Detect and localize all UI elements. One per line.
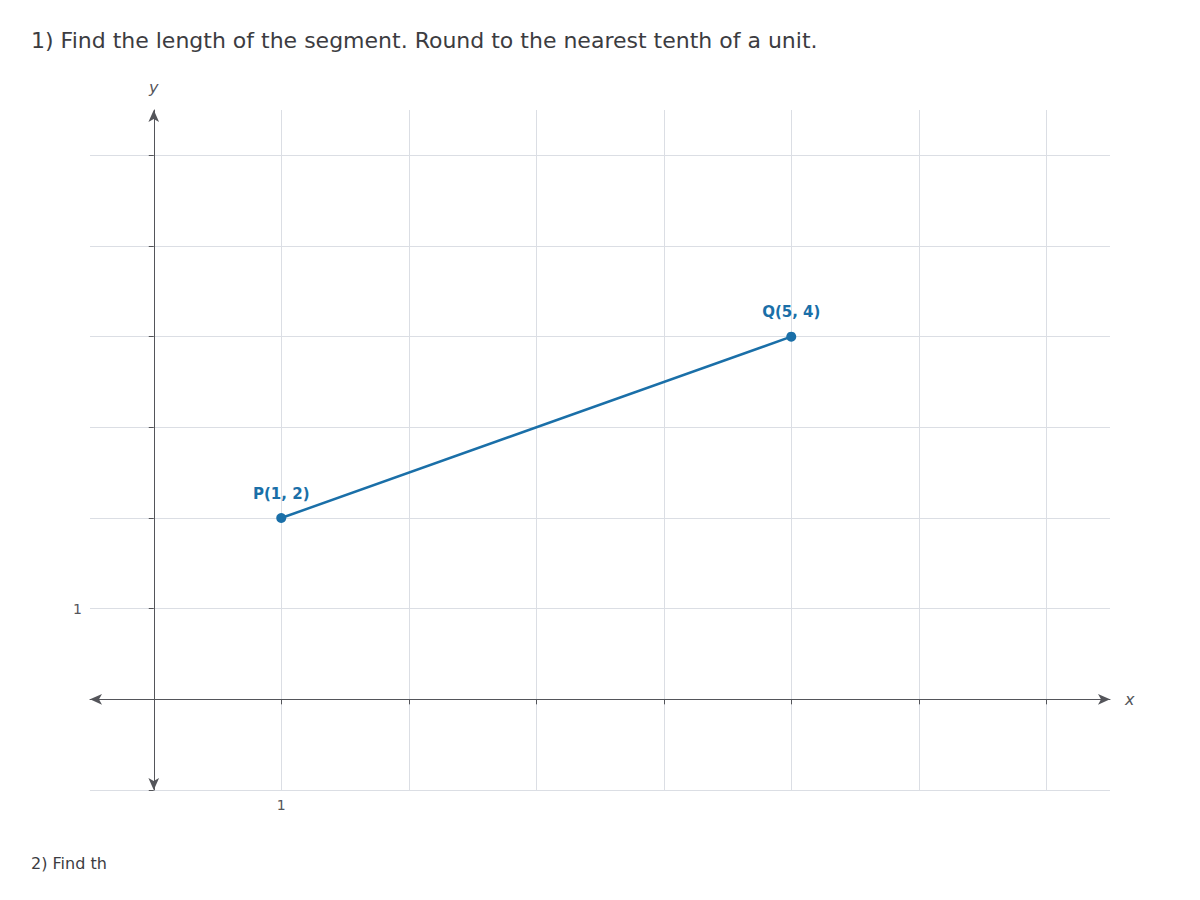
svg-text:1: 1 [73, 601, 82, 617]
svg-text:1) Find the length of the segm: 1) Find the length of the segment. Round… [31, 28, 818, 53]
svg-text:2) Find th: 2) Find th [31, 854, 107, 873]
svg-text:1: 1 [277, 797, 286, 813]
svg-text:P(1, 2): P(1, 2) [253, 485, 310, 503]
svg-text:Q(5, 4): Q(5, 4) [762, 303, 820, 321]
svg-text:x: x [1124, 690, 1135, 709]
svg-text:y: y [148, 78, 159, 97]
